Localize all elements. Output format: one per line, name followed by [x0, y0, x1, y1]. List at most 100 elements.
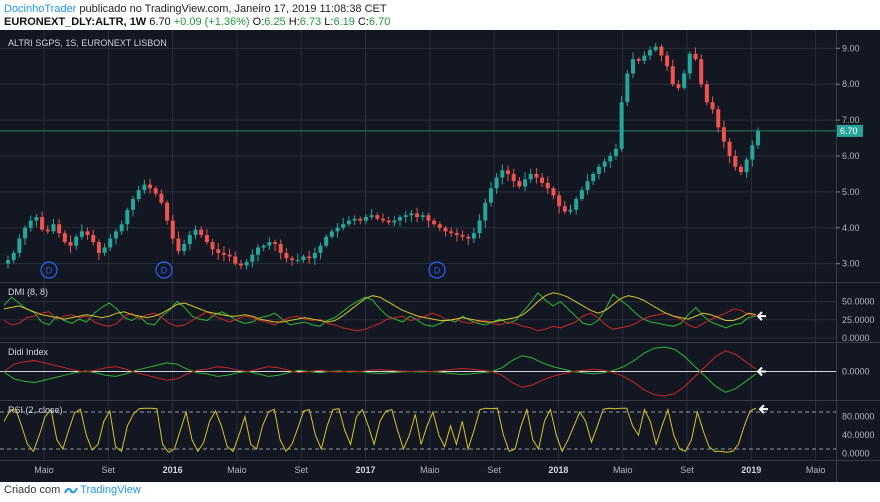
candle-body — [409, 213, 414, 216]
candle-body — [346, 220, 351, 225]
candle-body — [619, 102, 624, 149]
candle-body — [125, 209, 130, 225]
tradingview-logo-icon — [64, 487, 79, 494]
dmi-arrow-icon — [756, 311, 766, 321]
high-value: 6.73 — [299, 16, 322, 28]
candle-body — [23, 227, 28, 239]
candle-body — [659, 46, 664, 56]
price-tick-label: 3.00 — [842, 259, 860, 269]
candle-body — [34, 217, 39, 221]
candle-body — [579, 190, 584, 200]
rsi-tick-label: 40.0000 — [842, 430, 875, 440]
time-axis-label: Maio — [806, 465, 826, 475]
candle-body — [500, 170, 505, 178]
candle-body — [341, 224, 346, 228]
candle-body — [528, 173, 533, 180]
close-value: 6.70 — [368, 16, 391, 28]
candle-body — [28, 220, 33, 228]
price-tick-label: 8.00 — [842, 79, 860, 89]
dividend-marker — [155, 261, 173, 279]
candle-body — [204, 234, 209, 243]
candle-body — [278, 243, 283, 253]
candle-body — [307, 256, 312, 259]
candle-body — [398, 217, 403, 221]
candle-body — [131, 199, 135, 210]
candle-body — [534, 173, 539, 178]
candle-body — [91, 234, 96, 243]
candle-body — [381, 218, 385, 221]
candle-body — [324, 236, 329, 246]
candle-body — [432, 220, 437, 225]
candle-body — [665, 55, 670, 67]
rsi-tick-label: 0.0000 — [842, 449, 870, 459]
candle-body — [216, 249, 221, 253]
candle-body — [227, 254, 232, 257]
candle-body — [102, 247, 107, 253]
candle-body — [733, 156, 738, 167]
candle-body — [415, 213, 420, 217]
candle-body — [704, 84, 709, 103]
last-price-label: 6.70 — [840, 126, 858, 136]
candle-body — [153, 188, 158, 194]
candle-body — [540, 177, 545, 183]
candle-body — [631, 59, 635, 74]
candle-body — [670, 66, 675, 85]
high-label: H: — [288, 16, 300, 28]
candle-body — [403, 215, 408, 217]
candle-body — [750, 145, 755, 160]
candle-body — [335, 227, 340, 232]
time-axis-label: 2016 — [163, 465, 183, 475]
candle-body — [682, 73, 687, 88]
candle-body — [676, 84, 681, 88]
candle-body — [460, 234, 465, 237]
close-label: C: — [357, 16, 369, 28]
dividend-label: D — [434, 266, 441, 276]
candle-body — [426, 215, 431, 221]
candle-body — [119, 224, 124, 232]
candle-body — [443, 227, 448, 232]
time-axis-label: Set — [294, 465, 308, 475]
candle-body — [85, 231, 90, 235]
dmi-plus-di-line — [3, 292, 757, 329]
candle-body — [369, 215, 374, 217]
candle-body — [392, 220, 397, 223]
candle-body — [79, 231, 84, 237]
candle-body — [187, 234, 192, 244]
didi-pane-title: Didi Index — [8, 347, 49, 357]
dmi-tick-label: 25.0000 — [842, 315, 875, 325]
candle-body — [744, 159, 749, 173]
footer: Criado com TradingView — [4, 484, 141, 496]
publish-line: DocinhoTrader publicado no TradingView.c… — [4, 3, 387, 16]
chart-canvas[interactable]: 9.00 8.00 7.00 6.00 5.00 4.00 3.00 ALTRI SGPS, … — [0, 30, 880, 482]
candle-body — [375, 215, 380, 219]
author-link[interactable]: DocinhoTrader — [4, 3, 77, 15]
open-value: 6.25 — [264, 16, 286, 28]
candle-body — [653, 46, 658, 51]
time-axis-label: Maio — [34, 465, 54, 475]
price-change: +0.09 (+1.36%) — [173, 16, 250, 28]
footer-brand[interactable]: TradingView — [80, 484, 141, 496]
candle-body — [716, 109, 721, 128]
dmi-adx-line — [3, 292, 757, 323]
low-label: L: — [324, 16, 334, 28]
candle-body — [562, 206, 567, 212]
time-axis-label: Set — [102, 465, 116, 475]
rsi-pane-title: RSI (2, close) — [8, 405, 63, 415]
price-tick-label: 4.00 — [842, 223, 860, 233]
dividend-marker — [40, 261, 58, 279]
dividend-label: D — [46, 266, 53, 276]
dividend-label: D — [161, 266, 168, 276]
candle-body — [710, 102, 715, 110]
candle-body — [608, 156, 613, 162]
candle-body — [506, 170, 510, 174]
candle-body — [477, 220, 482, 234]
candle-body — [591, 173, 596, 182]
candle-body — [57, 224, 62, 234]
candle-body — [199, 229, 204, 235]
candle-body — [574, 199, 579, 210]
candle-body — [352, 218, 357, 221]
candle-body — [193, 229, 198, 235]
candle-body — [613, 148, 618, 156]
candle-body — [51, 224, 56, 232]
price-axis-background — [836, 30, 880, 482]
